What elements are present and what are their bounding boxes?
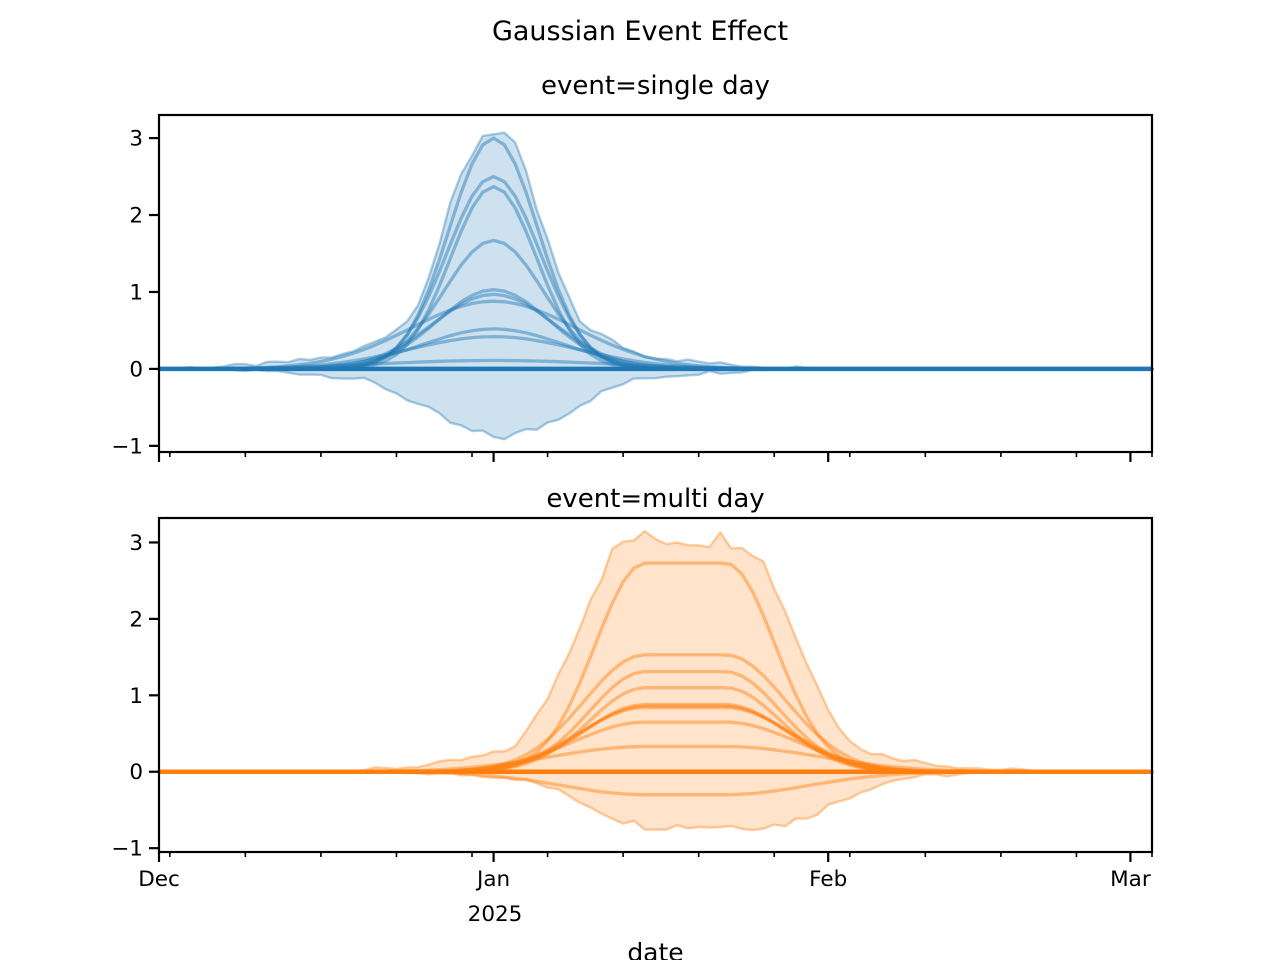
axes-spines	[157, 516, 1154, 854]
uncertainty-band	[157, 131, 1154, 441]
figure-title: Gaussian Event Effect	[491, 16, 789, 47]
axes-multi-day: −1 0 1 2 3 Dec Jan Feb Mar	[111, 516, 1154, 892]
subplot-title-single-day: event=single day	[541, 71, 770, 101]
x-tick-label: Dec	[138, 867, 180, 892]
y-tick-label: 1	[129, 684, 143, 709]
x-axis-label: date	[627, 938, 684, 960]
sample-curve-2	[157, 184, 1154, 371]
x-axis-year-offset-label: 2025	[467, 902, 523, 927]
y-tick-label: 0	[129, 760, 143, 785]
y-tick-label: 3	[129, 531, 143, 556]
sample-curve-3	[157, 238, 1154, 371]
uncertainty-band	[157, 529, 1154, 832]
x-tick-label: Jan	[475, 867, 510, 892]
subplot-title-multi-day: event=multi day	[546, 484, 765, 514]
sample-curve-4	[157, 288, 1154, 371]
x-tick-label: Mar	[1110, 867, 1151, 892]
axes-spines	[157, 113, 1154, 454]
axes-single-day: −1 0 1 2 3	[111, 113, 1154, 462]
y-tick-label: 1	[129, 280, 143, 305]
y-tick-label: 2	[129, 607, 143, 632]
sample-curve-0	[157, 136, 1154, 371]
y-tick-label: 2	[129, 204, 143, 229]
y-tick-label: 3	[129, 127, 143, 152]
y-tick-label: −1	[111, 837, 143, 862]
y-tick-label: −1	[111, 434, 143, 459]
x-tick-label: Feb	[809, 867, 847, 892]
sample-curve-1	[157, 174, 1154, 371]
y-tick-label: 0	[129, 357, 143, 382]
